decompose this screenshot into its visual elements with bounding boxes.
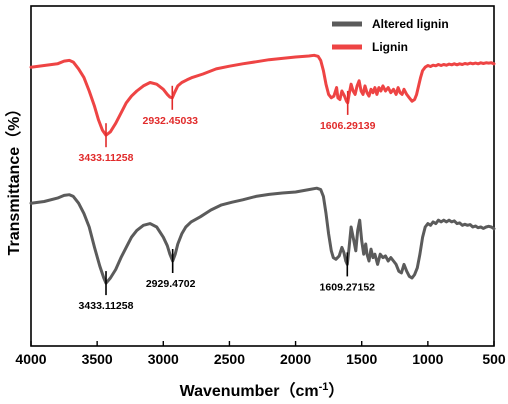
x-tick-label: 500 xyxy=(482,351,506,367)
series-layer xyxy=(29,53,496,285)
x-axis-title-close: ） xyxy=(328,382,344,400)
legend-label: Altered lignin xyxy=(372,17,449,31)
x-tick-label: 4000 xyxy=(15,351,46,367)
x-tick-label: 1000 xyxy=(412,351,443,367)
x-tick-label: 1500 xyxy=(346,351,377,367)
annotation-layer: 3433.11258 2932.45033 1606.29139 3433.11258… xyxy=(79,85,376,312)
x-tick-label: 3500 xyxy=(82,351,113,367)
legend: Altered lignin Lignin xyxy=(332,17,449,54)
peak-label: 1609.27152 xyxy=(320,281,376,293)
x-tick-label: 2000 xyxy=(280,351,311,367)
x-axis-title-superscript: -1 xyxy=(319,381,329,393)
x-tick-label: 3000 xyxy=(148,351,179,367)
peak-label: 2932.45033 xyxy=(143,115,199,127)
x-axis-ticks: 4000 3500 3000 2500 2000 1500 1000 500 xyxy=(15,341,506,367)
series-line-altered-lignin xyxy=(29,186,496,285)
peak-label: 3433.11258 xyxy=(79,300,134,312)
x-axis-title: Wavenumber（cm-1） xyxy=(180,381,345,400)
peak-label: 2929.4702 xyxy=(146,278,196,290)
x-tick-label: 2500 xyxy=(214,351,245,367)
peak-label: 1606.29139 xyxy=(320,120,376,132)
series-line-lignin xyxy=(29,53,496,137)
peak-label: 3433.11258 xyxy=(79,152,134,164)
legend-label: Lignin xyxy=(372,40,408,54)
plot-frame xyxy=(30,5,495,347)
y-axis-title: Transmittance（%） xyxy=(5,101,23,256)
